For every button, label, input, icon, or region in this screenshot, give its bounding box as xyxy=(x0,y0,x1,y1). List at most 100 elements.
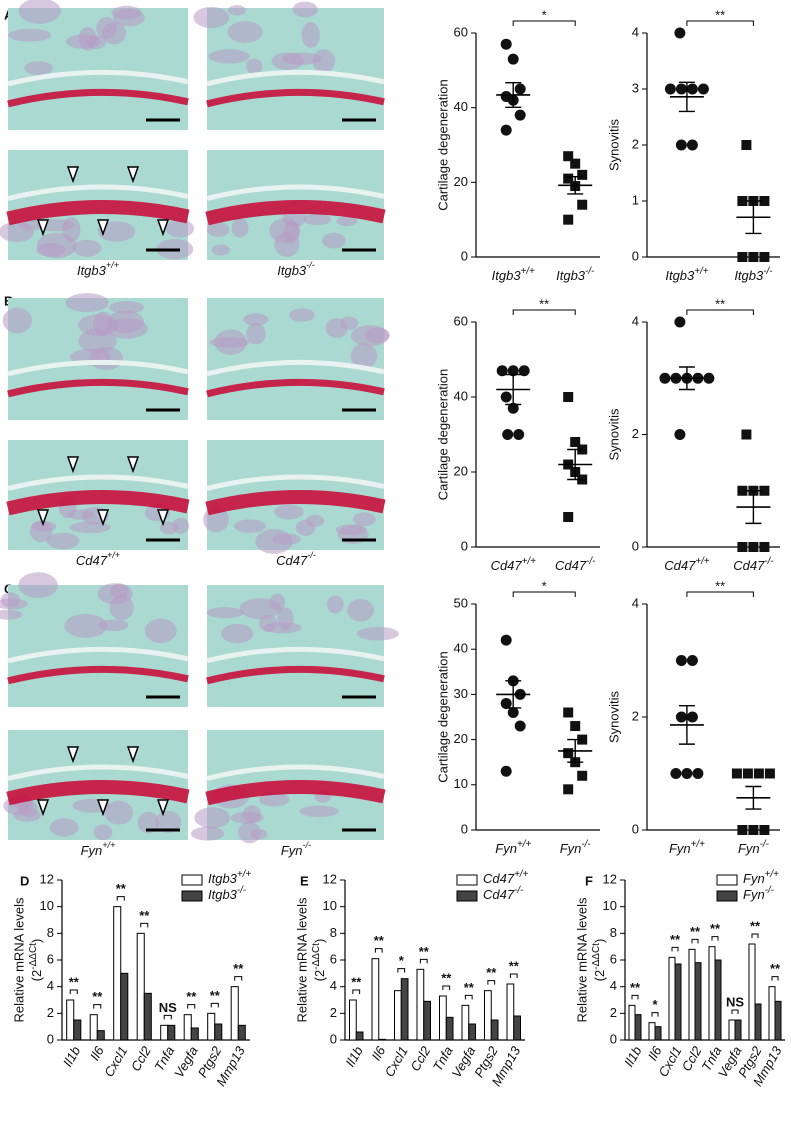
bone-marrow xyxy=(69,521,111,534)
data-point xyxy=(675,711,687,723)
significance-bracket xyxy=(163,1014,172,1020)
data-point xyxy=(703,372,715,384)
data-point xyxy=(674,429,686,440)
bone-marrow xyxy=(227,5,247,16)
significance: ** xyxy=(715,7,725,22)
image-caption-sup: +/+ xyxy=(102,840,115,850)
cartilage-band xyxy=(6,490,190,516)
legend-label: Itgb3-/- xyxy=(208,885,247,903)
x-tick-label-base: Itgb3 xyxy=(492,268,522,283)
y-tick-label: 50 xyxy=(454,595,468,610)
bar xyxy=(416,968,425,1041)
data-point xyxy=(563,707,574,718)
image-caption: Cd47+/+ xyxy=(76,550,120,568)
significance-bracket xyxy=(751,933,759,938)
data-point xyxy=(759,252,770,262)
y-tick-label: 40 xyxy=(454,99,468,114)
legend-label: Fyn-/- xyxy=(743,885,775,903)
image-caption-base: Cd47 xyxy=(76,553,108,568)
significance: ** xyxy=(770,961,781,976)
bar xyxy=(120,972,129,1041)
bar xyxy=(394,990,402,1041)
x-tick-label: Itgb3-/- xyxy=(734,266,773,284)
data-point xyxy=(731,768,742,779)
data-point xyxy=(759,542,770,552)
bar xyxy=(754,1003,762,1041)
bone-marrow xyxy=(104,800,134,825)
bone-marrow xyxy=(258,614,278,633)
significance: ** xyxy=(509,958,520,973)
data-point xyxy=(686,655,698,666)
y-tick-label: 10 xyxy=(603,898,617,913)
data-point xyxy=(681,768,693,779)
data-point xyxy=(692,768,704,779)
bar xyxy=(207,1012,216,1041)
data-point xyxy=(753,768,764,779)
legend-label-sup: -/- xyxy=(514,885,524,896)
bar xyxy=(183,1014,192,1041)
data-point xyxy=(500,391,512,403)
y-axis-label: Relative mRNA levels xyxy=(294,897,309,1022)
bone-marrow xyxy=(0,609,23,620)
x-tick-label-base: Fyn xyxy=(560,841,582,856)
y-tick-label: 60 xyxy=(454,313,468,328)
significance-bracket xyxy=(631,994,639,1000)
data-point xyxy=(563,392,574,402)
bone-marrow xyxy=(49,818,79,837)
data-point xyxy=(759,485,770,496)
image-caption: Itgb3+/+ xyxy=(77,260,119,278)
bone-marrow xyxy=(301,21,320,48)
data-point xyxy=(674,316,686,328)
y-axis-label: Relative mRNA levels xyxy=(574,897,589,1022)
histology-image xyxy=(8,585,188,707)
legend-label-base: Itgb3 xyxy=(208,871,238,886)
sem-bar xyxy=(567,448,584,481)
sem-bar xyxy=(505,81,522,108)
data-point xyxy=(514,109,526,121)
x-tick-label: Cxcl1 xyxy=(382,1044,411,1080)
y-tick-label: 0 xyxy=(610,1031,617,1046)
data-point xyxy=(563,784,574,795)
arrowhead xyxy=(66,456,80,474)
data-point xyxy=(686,139,698,151)
bone-marrow xyxy=(0,592,21,608)
legend-label-base: Itgb3 xyxy=(208,887,238,902)
bone-marrow xyxy=(97,583,133,605)
significance: ** xyxy=(116,881,127,896)
bar xyxy=(167,1024,176,1041)
data-point xyxy=(737,485,748,496)
arrowhead xyxy=(36,799,50,817)
significance: * xyxy=(542,7,547,22)
bone-marrow xyxy=(239,598,282,620)
significance-bracket xyxy=(374,948,383,953)
image-caption: Fyn-/- xyxy=(281,840,311,858)
bar xyxy=(484,990,492,1041)
y-tick-label: 20 xyxy=(454,463,468,478)
image-caption-sup: +/+ xyxy=(106,260,119,270)
x-tick-label: Il1b xyxy=(60,1044,83,1070)
data-point xyxy=(675,83,687,95)
data-point xyxy=(500,697,512,709)
bone-marrow xyxy=(272,533,301,545)
data-point xyxy=(502,429,514,440)
cartilage-band xyxy=(7,665,189,685)
significance-bracket xyxy=(442,985,451,990)
bone-marrow xyxy=(65,293,109,313)
y-tick-label: 40 xyxy=(454,641,468,656)
x-tick-label-base: Cd47 xyxy=(664,558,696,573)
panel-letter: F xyxy=(585,873,593,888)
cartilage-band xyxy=(205,200,386,226)
bone-marrow xyxy=(231,217,249,238)
y-axis-label: Relative mRNA levels xyxy=(11,897,26,1022)
arrowhead xyxy=(96,509,110,527)
bone-marrow xyxy=(299,805,339,818)
joint-space xyxy=(7,474,189,491)
x-tick-label-base: Fyn xyxy=(669,841,691,856)
image-caption-base: Itgb3 xyxy=(77,263,107,278)
bone-marrow xyxy=(67,509,95,520)
data-point xyxy=(513,429,525,440)
y-tick-label: 2 xyxy=(47,1005,54,1020)
data-point xyxy=(500,765,512,777)
significance: ** xyxy=(374,933,385,948)
x-tick-label-sup: +/+ xyxy=(517,839,531,850)
